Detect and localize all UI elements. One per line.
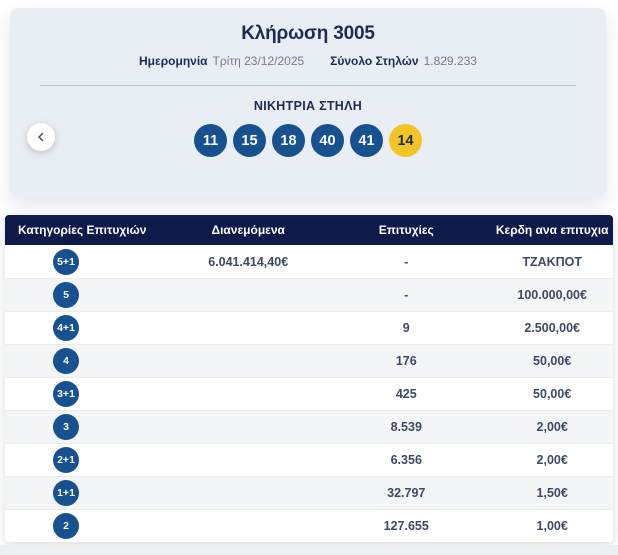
- joker-ball: 14: [389, 124, 422, 157]
- table-row: 3 8.539 2,00€: [5, 410, 613, 443]
- table-row: 4+1 9 2.500,00€: [5, 311, 613, 344]
- previous-draw-button[interactable]: [27, 123, 55, 151]
- divider: [40, 85, 576, 86]
- table-header-row: Κατηγορίες Επιτυχιών Διανεμόμενα Επιτυχί…: [5, 215, 613, 245]
- category-badge: 5+1: [53, 248, 79, 275]
- category-badge: 4+1: [53, 315, 79, 341]
- table-row: 5+1 6.041.414,40€ - ΤΖΑΚΠΟΤ: [5, 245, 613, 278]
- winners-cell: -: [404, 288, 409, 302]
- prize-cell: 50,00€: [533, 387, 572, 401]
- winners-cell: 32.797: [387, 486, 426, 500]
- table-row: 5 - 100.000,00€: [5, 278, 613, 311]
- winners-cell: 9: [402, 321, 410, 335]
- date-value: Τρίτη 23/12/2025: [212, 54, 305, 68]
- prize-cell: 2.500,00€: [524, 321, 580, 335]
- table-body: 5+1 6.041.414,40€ - ΤΖΑΚΠΟΤ 5 - 100.000,…: [5, 245, 613, 542]
- total-columns: Σύνολο Στηλών 1.829.233: [330, 54, 477, 68]
- winners-cell: 6.356: [390, 453, 422, 467]
- header-categories: Κατηγορίες Επιτυχιών: [18, 223, 147, 237]
- number-ball: 15: [233, 124, 266, 157]
- table-row: 1+1 32.797 1,50€: [5, 476, 613, 509]
- draw-panel: Κλήρωση 3005 Ημερομηνία Τρίτη 23/12/2025…: [10, 8, 606, 197]
- winning-numbers: 11 15 18 40 41 14: [10, 124, 606, 157]
- table-row: 2 127.655 1,00€: [5, 509, 613, 542]
- page-title: Κλήρωση 3005: [241, 23, 375, 44]
- winning-column-label: ΝΙΚΗΤΡΙΑ ΣΤΗΛΗ: [253, 99, 363, 113]
- winners-cell: 176: [395, 354, 417, 368]
- winners-cell: 8.539: [390, 420, 422, 434]
- chevron-left-icon: [35, 131, 47, 143]
- category-badge: 2+1: [53, 447, 79, 473]
- number-ball: 11: [194, 124, 227, 157]
- winners-cell: 127.655: [383, 519, 429, 533]
- number-ball: 40: [311, 124, 344, 157]
- page-background-strip: [0, 545, 618, 555]
- header-prize: Κερδη ανα επιτυχια: [495, 223, 609, 237]
- number-ball: 41: [350, 124, 383, 157]
- prize-cell: 1,50€: [536, 486, 568, 500]
- header-winners: Επιτυχίες: [378, 223, 434, 237]
- prize-cell: 1,00€: [536, 519, 568, 533]
- header-distributed: Διανεμόμενα: [211, 223, 285, 237]
- columns-value: 1.829.233: [423, 54, 477, 68]
- prize-cell: 100.000,00€: [517, 288, 587, 302]
- category-badge: 3+1: [53, 381, 79, 407]
- number-ball: 18: [272, 124, 305, 157]
- category-badge: 2: [53, 513, 79, 539]
- prize-cell: 2,00€: [536, 453, 568, 467]
- table-row: 4 176 50,00€: [5, 344, 613, 377]
- prize-cell: ΤΖΑΚΠΟΤ: [522, 254, 583, 269]
- prize-cell: 2,00€: [536, 420, 568, 434]
- prize-cell: 50,00€: [533, 354, 572, 368]
- category-badge: 5: [53, 282, 79, 308]
- table-row: 2+1 6.356 2,00€: [5, 443, 613, 476]
- date-label: Ημερομηνία: [139, 54, 208, 68]
- winners-cell: 425: [395, 387, 417, 401]
- category-badge: 3: [53, 414, 79, 440]
- results-table: Κατηγορίες Επιτυχιών Διανεμόμενα Επιτυχί…: [5, 215, 613, 542]
- distributed-cell: 6.041.414,40€: [208, 254, 289, 269]
- draw-date: Ημερομηνία Τρίτη 23/12/2025: [139, 54, 304, 68]
- category-badge: 1+1: [53, 480, 79, 506]
- columns-label: Σύνολο Στηλών: [330, 54, 419, 68]
- winners-cell: -: [404, 254, 409, 269]
- category-badge: 4: [53, 348, 79, 374]
- table-row: 3+1 425 50,00€: [5, 377, 613, 410]
- draw-meta: Ημερομηνία Τρίτη 23/12/2025 Σύνολο Στηλώ…: [10, 54, 606, 68]
